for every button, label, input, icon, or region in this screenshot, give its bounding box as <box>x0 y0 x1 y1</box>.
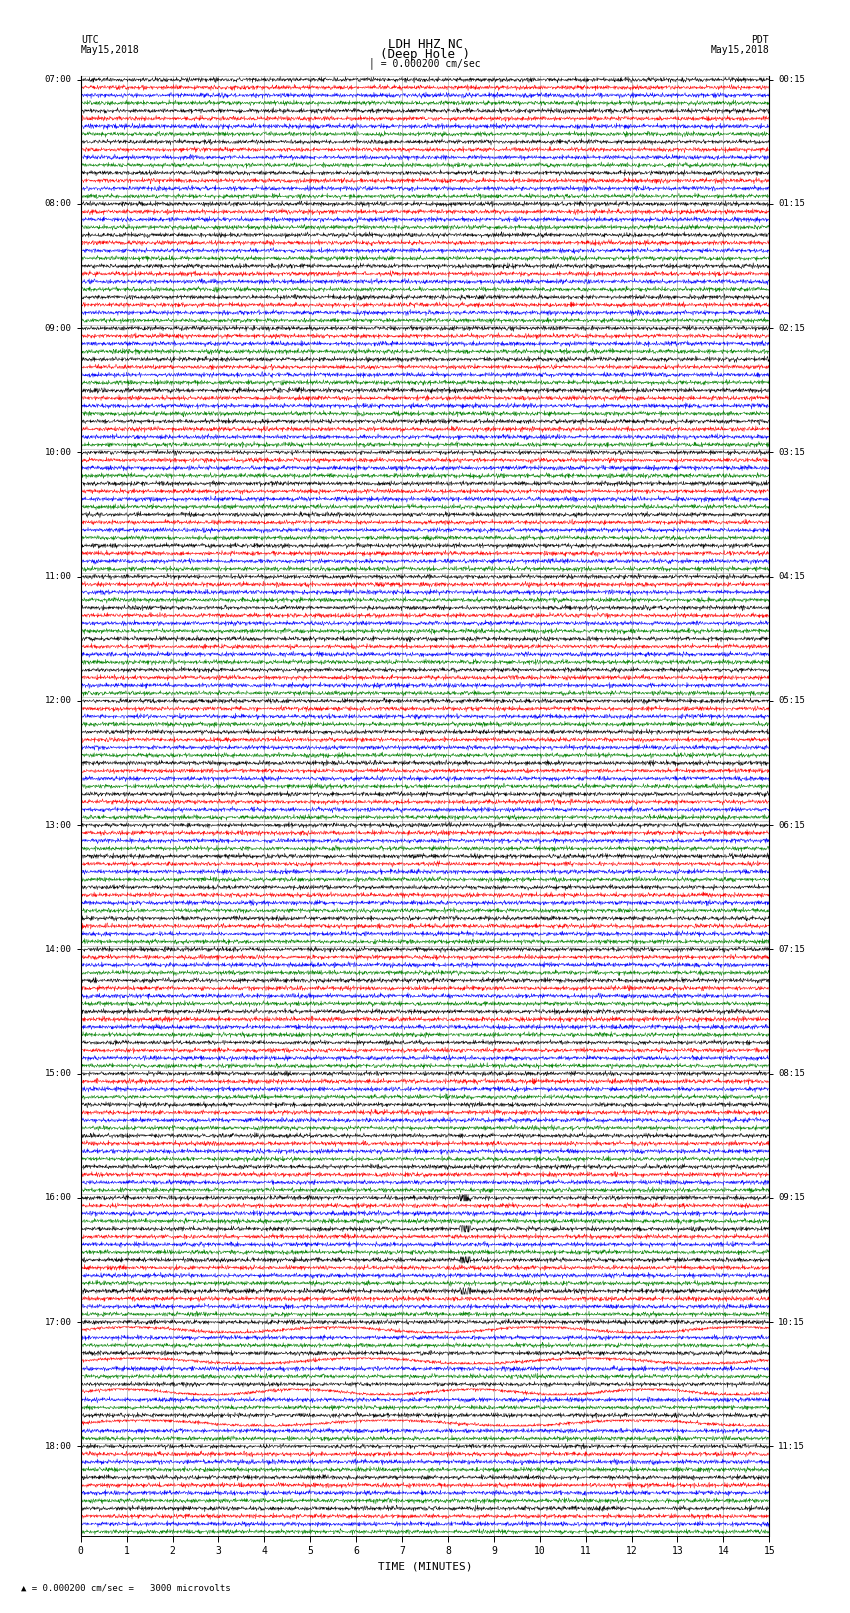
Text: LDH HHZ NC: LDH HHZ NC <box>388 37 462 52</box>
Text: PDT: PDT <box>751 35 769 45</box>
Text: │ = 0.000200 cm/sec: │ = 0.000200 cm/sec <box>369 58 481 69</box>
Text: May15,2018: May15,2018 <box>711 45 769 55</box>
Text: ▲ = 0.000200 cm/sec =   3000 microvolts: ▲ = 0.000200 cm/sec = 3000 microvolts <box>21 1582 231 1592</box>
Text: May15,2018: May15,2018 <box>81 45 139 55</box>
Text: (Deep Hole ): (Deep Hole ) <box>380 47 470 61</box>
X-axis label: TIME (MINUTES): TIME (MINUTES) <box>377 1561 473 1571</box>
Text: UTC: UTC <box>81 35 99 45</box>
